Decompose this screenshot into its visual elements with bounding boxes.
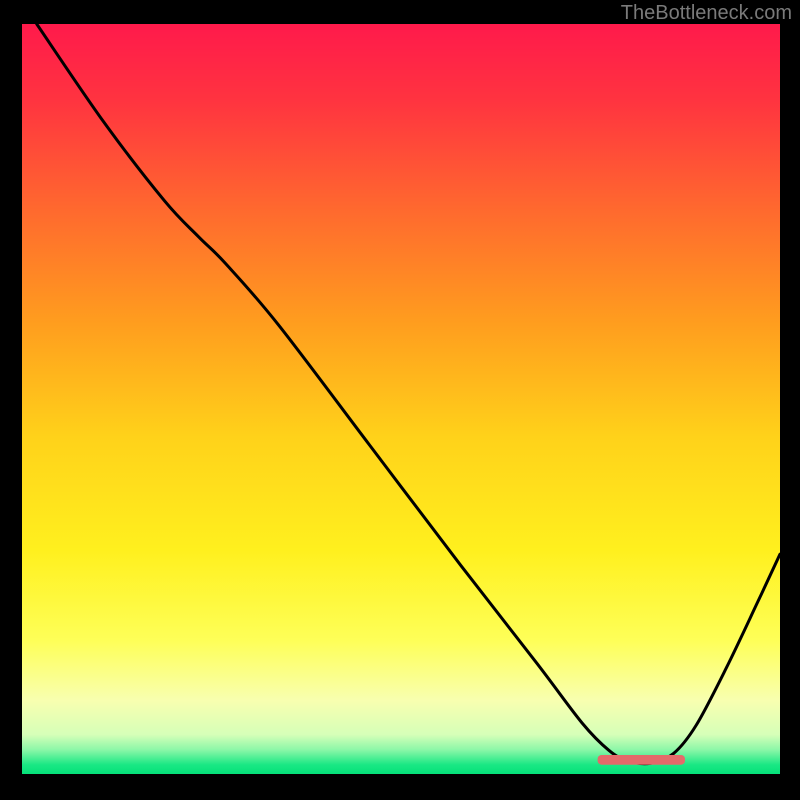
optimal-range-marker <box>598 755 685 765</box>
chart-container <box>20 24 780 776</box>
plot-background <box>20 24 780 776</box>
bottleneck-curve-chart <box>20 24 780 776</box>
watermark-text: TheBottleneck.com <box>621 2 792 25</box>
